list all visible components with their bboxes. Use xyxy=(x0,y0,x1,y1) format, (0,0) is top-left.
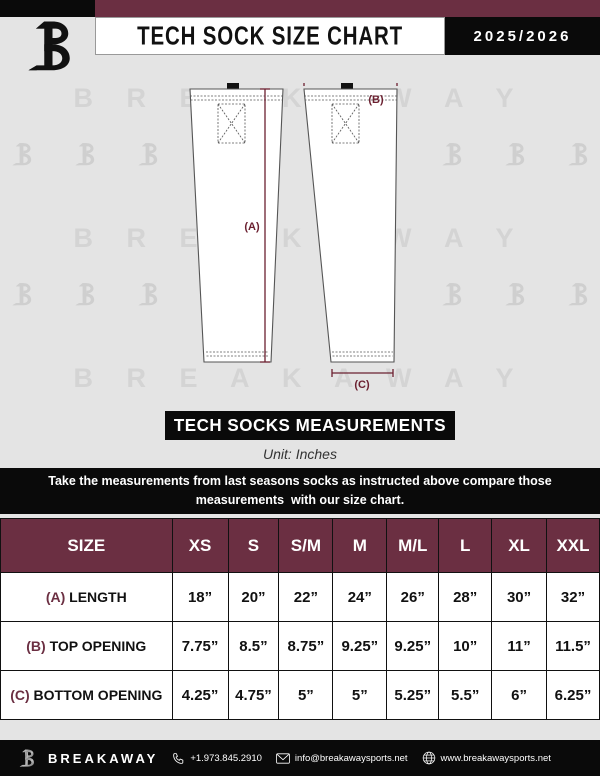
svg-text:(A): (A) xyxy=(244,221,260,233)
svg-text:(C): (C) xyxy=(354,379,370,391)
svg-text:(B): (B) xyxy=(368,94,384,106)
